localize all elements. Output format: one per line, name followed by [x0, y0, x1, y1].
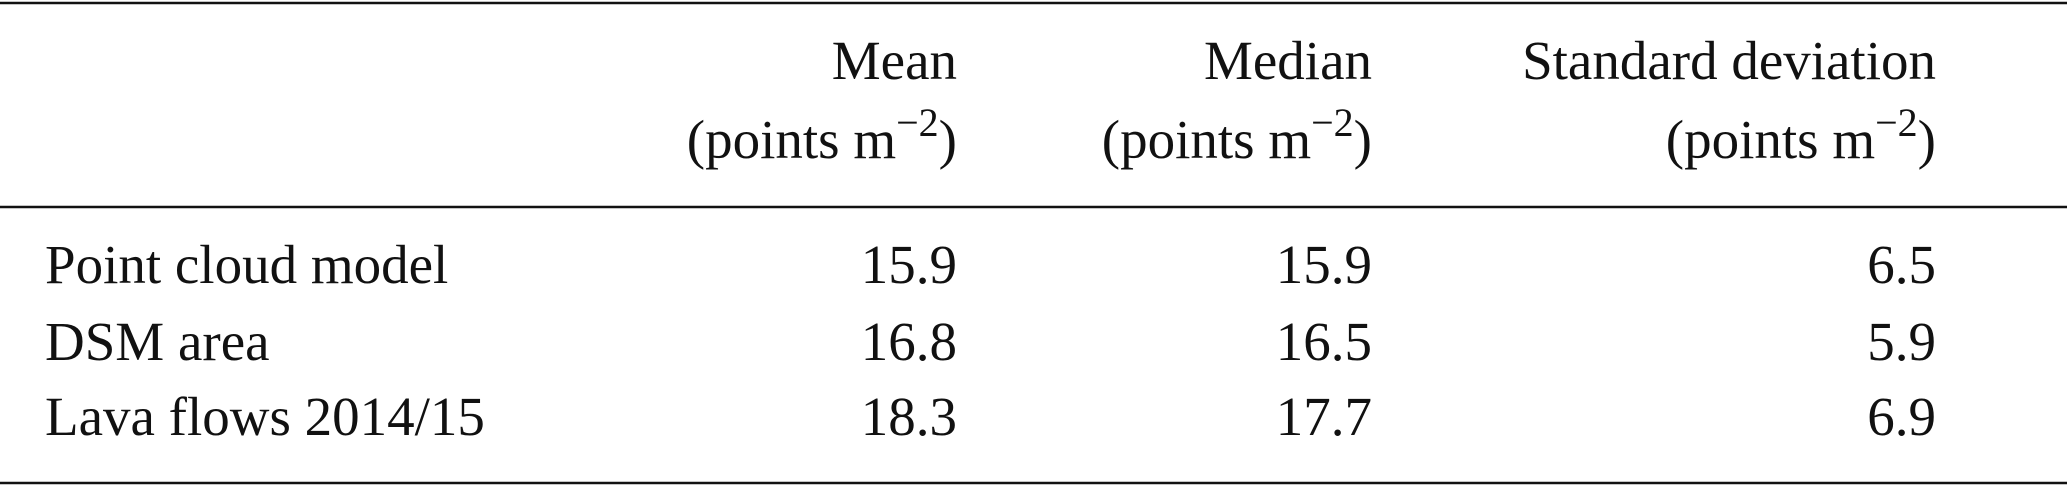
cell-value: 6.5 [1867, 234, 1936, 295]
unit-text: (points m [687, 109, 896, 170]
cell-value: 16.5 [1276, 311, 1372, 372]
column-header: Mean [832, 30, 957, 91]
unit-close: ) [1918, 109, 1936, 170]
unit-close: ) [1354, 109, 1372, 170]
column-header: Median [1204, 30, 1372, 91]
cell-value: 16.8 [861, 311, 957, 372]
column-unit: (points m−2) [1102, 100, 1372, 170]
unit-exponent: −2 [1311, 100, 1354, 145]
cell-value: 18.3 [861, 386, 957, 447]
unit-exponent: −2 [896, 100, 939, 145]
column-header: Standard deviation [1522, 30, 1936, 91]
cell-value: 5.9 [1867, 311, 1936, 372]
row-label: DSM area [45, 311, 270, 372]
cell-value: 15.9 [1276, 234, 1372, 295]
column-unit: (points m−2) [1666, 100, 1936, 170]
column-unit: (points m−2) [687, 100, 957, 170]
cell-value: 6.9 [1867, 386, 1936, 447]
cell-value: 17.7 [1276, 386, 1372, 447]
row-label: Point cloud model [45, 234, 448, 295]
unit-close: ) [939, 109, 957, 170]
unit-text: (points m [1102, 109, 1311, 170]
row-label: Lava flows 2014/15 [45, 386, 485, 447]
unit-exponent: −2 [1875, 100, 1918, 145]
unit-text: (points m [1666, 109, 1875, 170]
cell-value: 15.9 [861, 234, 957, 295]
